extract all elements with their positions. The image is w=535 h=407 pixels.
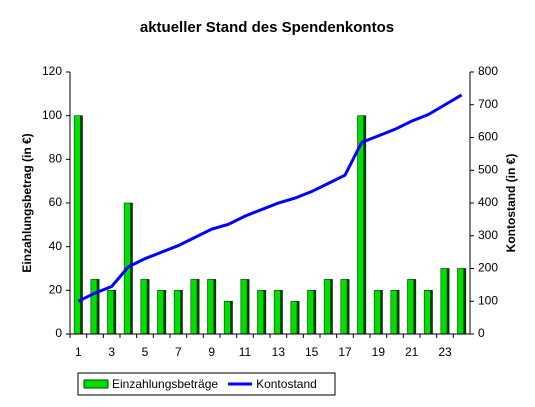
x-tick-label: 3 <box>108 345 115 359</box>
y-tick-label: 0 <box>55 326 62 340</box>
bar-shade <box>246 279 250 334</box>
line <box>77 93 463 303</box>
y2-tick-label: 400 <box>478 195 498 209</box>
x-tick-label: 1 <box>75 345 82 359</box>
bar-shade <box>180 290 183 334</box>
x-tick-label: 17 <box>338 345 352 359</box>
legend-box <box>77 372 336 396</box>
bar-shade <box>363 115 366 335</box>
legend-swatch <box>83 379 109 389</box>
y2-tick-label: 500 <box>478 162 498 176</box>
x-tick-label: 7 <box>175 345 182 359</box>
y2-tick-label: 100 <box>478 293 498 307</box>
bar-shade <box>330 279 333 334</box>
y2-tick-label: 800 <box>478 64 498 78</box>
bar-shade <box>446 268 450 334</box>
y-axis-title: Einzahlungsbetrag (in €) <box>20 133 34 272</box>
bar-shade <box>113 290 116 334</box>
bar-shade <box>280 290 283 334</box>
x-tick-label: 9 <box>208 345 215 359</box>
bar-shade <box>96 279 100 334</box>
y2-tick-label: 700 <box>478 97 498 111</box>
legend-label: Einzahlungsbeträge <box>112 377 218 391</box>
x-tick-label: 21 <box>405 345 419 359</box>
y2-tick-label: 300 <box>478 228 498 242</box>
y2-tick-label: 0 <box>478 326 485 340</box>
x-tick-label: 15 <box>305 345 319 359</box>
legend-label: Kontostand <box>256 377 317 391</box>
bar-shade <box>313 290 316 334</box>
bar-shade <box>196 279 200 334</box>
bar-shade <box>213 279 216 334</box>
x-tick-label: 5 <box>142 345 149 359</box>
y-tick-label: 60 <box>49 195 63 209</box>
bar-shade <box>230 301 233 334</box>
y-tick-label: 80 <box>49 152 63 166</box>
x-tick-label: 23 <box>438 345 452 359</box>
bar-shade <box>380 290 383 334</box>
bar-shade <box>413 279 416 334</box>
x-tick-label: 11 <box>239 345 252 359</box>
y-tick-label: 20 <box>49 283 63 297</box>
bar-shade <box>263 290 266 334</box>
bar-shade <box>463 268 466 334</box>
y2-axis-title: Kontostand (in €) <box>504 154 518 253</box>
bar-shade <box>346 279 350 334</box>
y-tick-label: 40 <box>49 239 63 253</box>
bar-shade <box>146 279 150 334</box>
x-tick-label: 13 <box>272 345 286 359</box>
x-tick-label: 19 <box>372 345 386 359</box>
y-tick-label: 100 <box>42 108 62 122</box>
y2-tick-label: 600 <box>478 130 498 144</box>
y2-tick-label: 200 <box>478 261 498 275</box>
chart-title: aktueller Stand des Spendenkontos <box>140 19 394 36</box>
bar-shade <box>163 290 166 334</box>
bar-shade <box>396 290 400 334</box>
y-tick-label: 120 <box>42 64 62 78</box>
bar-shade <box>296 301 300 334</box>
bar-shade <box>80 115 83 335</box>
bar-shade <box>430 290 433 334</box>
bar-shade <box>130 203 133 334</box>
